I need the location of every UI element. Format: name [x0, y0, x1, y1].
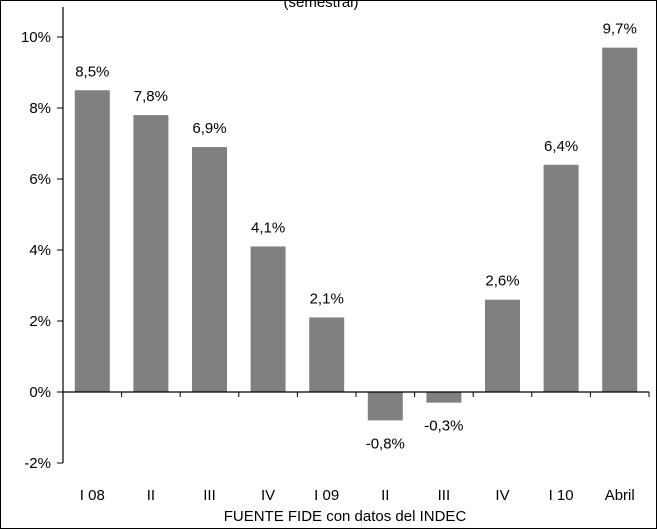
x-axis: I 08 II III IV I 09 II III IV I 10 Abril [62, 391, 650, 504]
bar [250, 246, 286, 392]
data-label: 7,8% [134, 88, 168, 105]
source-note: FUENTE FIDE con datos del INDEC [224, 508, 467, 525]
bar [367, 392, 403, 421]
y-tick-label: -2% [24, 455, 51, 472]
x-category-label: IV [495, 487, 509, 504]
x-category-label: Abril [605, 487, 635, 504]
chart-title: (semestral) [283, 1, 358, 11]
y-tick-label: 4% [29, 242, 51, 259]
bar [543, 164, 579, 392]
y-axis: -2% 0% 2% 4% 6% 8% 10% [21, 7, 64, 472]
data-label: 4,1% [251, 219, 285, 236]
bar [309, 317, 345, 392]
y-tick-label: 10% [21, 29, 51, 46]
x-category-label: I 09 [314, 487, 339, 504]
bar [192, 147, 227, 392]
bars-layer [74, 47, 638, 421]
data-label: -0,8% [366, 435, 405, 452]
y-tick-label: 6% [29, 171, 51, 188]
bar [485, 299, 520, 392]
y-tick-label: 2% [29, 313, 51, 330]
bar [74, 90, 110, 392]
data-label: 9,7% [603, 21, 637, 38]
bar [602, 47, 638, 393]
data-label: 8,5% [75, 63, 109, 80]
data-label: 2,6% [485, 273, 519, 290]
x-category-label: II [147, 487, 155, 504]
data-label: 2,1% [310, 290, 344, 307]
x-category-label: IV [261, 487, 275, 504]
x-category-label: III [203, 487, 216, 504]
data-label: 6,9% [192, 120, 226, 137]
y-tick-label: 8% [29, 100, 51, 117]
data-labels-layer: 8,5% 7,8% 6,9% 4,1% 2,1% -0,8% -0,3% 2,6% 6,4% 9,… [75, 21, 637, 453]
x-category-label: I 08 [80, 487, 105, 504]
bar [133, 115, 169, 392]
title-layer: (semestral) [283, 1, 358, 11]
bar [426, 392, 462, 403]
data-label: 6,4% [544, 138, 578, 155]
y-tick-label: 0% [29, 384, 51, 401]
x-category-label: II [381, 487, 389, 504]
data-label: -0,3% [424, 418, 463, 435]
x-category-label: III [438, 487, 451, 504]
x-category-label: I 10 [549, 487, 574, 504]
